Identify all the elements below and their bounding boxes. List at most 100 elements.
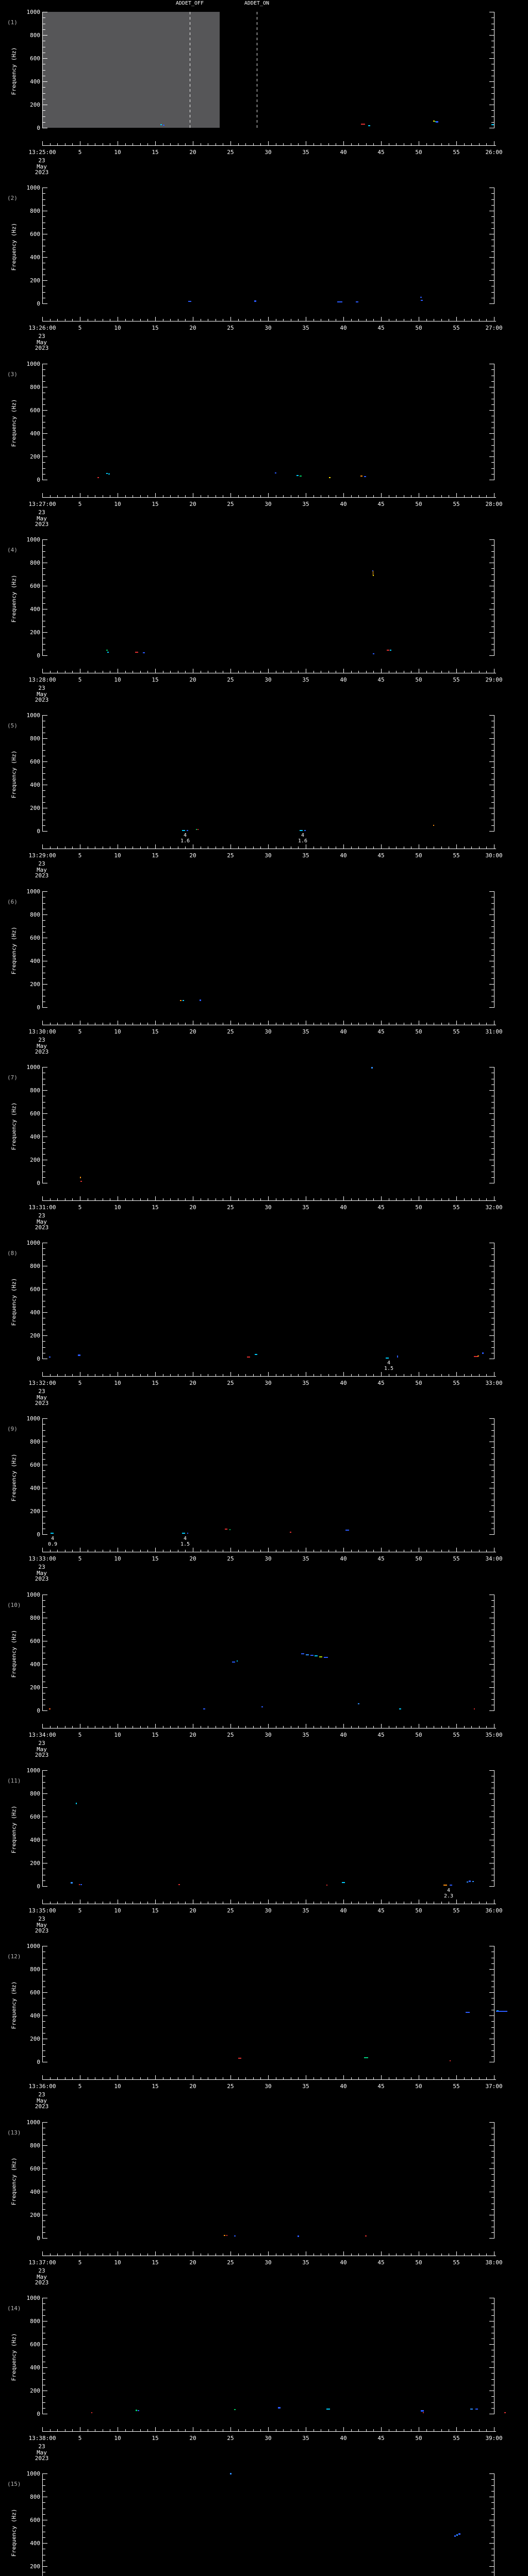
spectrogram-panel: 0 200 400 600 800 1000 Frequency (Hz) (3) 5 10 15 2… <box>0 352 528 528</box>
y-tick-label: 600 <box>30 1814 40 1820</box>
panel-number-label: (8) <box>7 1250 18 1257</box>
x-tick <box>366 143 367 145</box>
date-label: May <box>37 1921 47 1928</box>
x-tick <box>426 671 427 673</box>
x-axis-line <box>42 145 496 146</box>
x-tick <box>351 1902 352 1904</box>
y-tick <box>43 29 45 30</box>
y-tick <box>491 1505 494 1506</box>
detection-marker <box>238 2058 241 2059</box>
y-tick-label: 800 <box>30 208 40 214</box>
x-tick <box>125 671 126 673</box>
y-tick-label: 1000 <box>26 184 41 191</box>
y-tick-label: 400 <box>30 2012 40 2019</box>
x-tick-label: 25 <box>227 1732 234 1738</box>
x-tick <box>140 319 141 321</box>
x-tick <box>147 2253 148 2256</box>
x-tick <box>298 2253 299 2256</box>
x-tick <box>351 319 352 321</box>
detection-marker <box>160 124 162 125</box>
y-tick <box>491 591 494 592</box>
y-tick <box>491 568 494 569</box>
x-axis-line <box>42 1200 496 1201</box>
y-tick <box>43 750 45 751</box>
x-tick <box>185 2253 186 2256</box>
x-tick <box>366 1198 367 1200</box>
panel-number-label: (14) <box>7 2305 21 2312</box>
detection-marker <box>422 2412 424 2413</box>
y-tick <box>489 1793 494 1794</box>
y-tick <box>491 1142 494 1143</box>
y-tick <box>43 574 45 575</box>
x-tick-label: 10 <box>114 676 121 683</box>
x-tick-label: 30 <box>265 1732 272 1738</box>
end-time-label: 26:00 <box>485 149 503 156</box>
x-tick <box>253 1374 254 1376</box>
spectrogram-panel: 0 200 400 600 800 1000 Frequency (Hz) (6) 5 10 15 2… <box>0 879 528 1056</box>
y-tick <box>489 1770 494 1771</box>
x-tick <box>50 1726 51 1728</box>
x-tick <box>486 1198 487 1200</box>
detection-marker <box>80 1180 82 1182</box>
x-tick <box>230 1021 231 1025</box>
x-tick <box>456 493 457 497</box>
x-tick <box>373 319 374 321</box>
x-tick-label: 25 <box>227 1028 234 1035</box>
x-tick <box>351 1023 352 1025</box>
x-tick <box>441 846 442 849</box>
date-label: 2023 <box>35 1752 49 1758</box>
y-axis-line <box>42 1067 43 1183</box>
y-tick-label: 1000 <box>26 2119 41 2126</box>
y-tick <box>491 2379 494 2380</box>
x-tick <box>140 2429 141 2431</box>
x-tick <box>456 1548 457 1552</box>
y-tick <box>43 433 47 434</box>
x-tick <box>155 844 156 849</box>
y-tick <box>491 2373 494 2374</box>
x-tick <box>42 1021 43 1025</box>
x-tick <box>268 1021 269 1025</box>
y-tick <box>491 2491 494 2492</box>
x-tick <box>42 141 43 145</box>
detection-marker <box>178 1884 180 1885</box>
date-label: May <box>37 2449 47 2456</box>
y-tick <box>491 228 494 229</box>
y-tick <box>491 580 494 581</box>
x-tick <box>456 317 457 321</box>
start-time-label: 13:29:00 <box>28 852 56 859</box>
x-tick <box>245 143 246 145</box>
x-tick <box>125 319 126 321</box>
call-count-label: 4 <box>51 1536 55 1541</box>
x-tick <box>140 2253 141 2256</box>
x-tick <box>72 1726 73 1728</box>
x-tick <box>441 1023 442 1025</box>
x-tick <box>238 319 239 321</box>
y-tick <box>43 1430 45 1431</box>
y-tick <box>491 1347 494 1348</box>
x-tick <box>170 2077 171 2079</box>
y-axis-line <box>42 891 43 1008</box>
y-tick <box>491 1125 494 1126</box>
y-tick-label: 400 <box>30 1309 40 1316</box>
x-tick <box>72 1550 73 1552</box>
start-time-label: 13:27:00 <box>28 501 56 507</box>
detection-marker <box>433 120 435 122</box>
detection-marker <box>180 999 182 1001</box>
x-tick <box>155 2427 156 2431</box>
y-tick <box>43 2004 45 2005</box>
x-tick-label: 45 <box>377 852 385 859</box>
y-tick <box>43 35 47 36</box>
x-tick-label: 45 <box>377 1555 385 1562</box>
x-tick <box>358 2253 359 2256</box>
detection-marker <box>182 829 186 831</box>
x-axis-line <box>42 497 496 498</box>
y-tick <box>43 1260 45 1261</box>
x-tick <box>253 1550 254 1552</box>
x-tick <box>238 846 239 849</box>
x-tick <box>441 1550 442 1552</box>
detection-marker <box>473 1355 478 1357</box>
x-tick <box>253 495 254 497</box>
x-tick-label: 10 <box>114 1204 121 1211</box>
x-tick <box>298 1374 299 1376</box>
spectrogram-panel: 0 200 400 600 800 1000 Frequency (Hz) (8) 5 10 15 2… <box>0 1231 528 1407</box>
